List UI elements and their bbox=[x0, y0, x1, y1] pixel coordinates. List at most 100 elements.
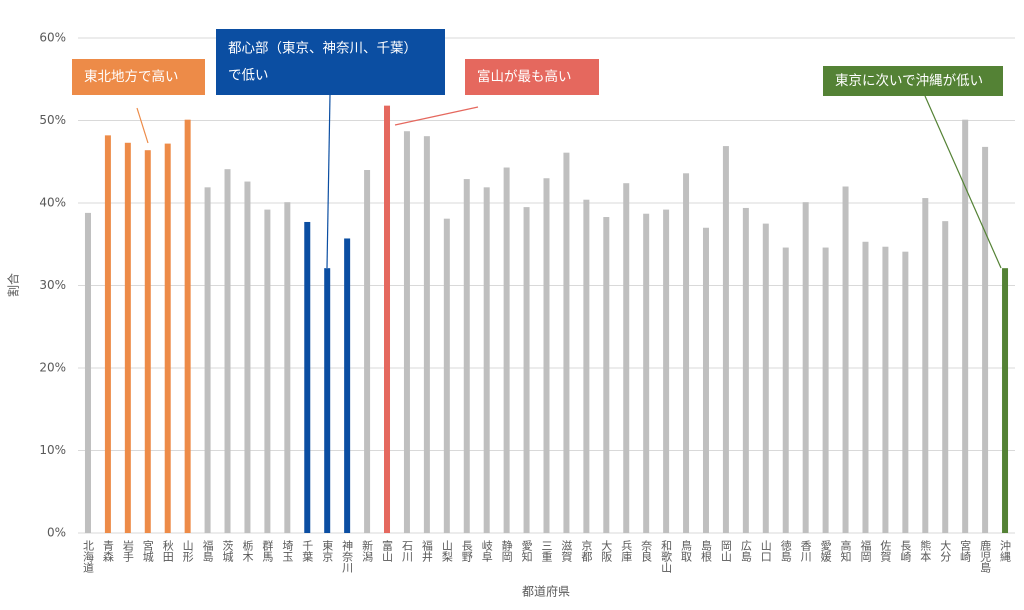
x-tick-label: 宮崎 bbox=[959, 539, 972, 562]
bar bbox=[722, 146, 729, 533]
x-tick-label: 岡山 bbox=[719, 540, 732, 562]
bar bbox=[384, 105, 391, 534]
x-tick-label: 岐阜 bbox=[480, 540, 493, 563]
annotation-leader bbox=[394, 106, 479, 126]
bar bbox=[623, 183, 630, 533]
x-tick-label: 佐賀 bbox=[879, 539, 892, 563]
x-tick-label: 三重 bbox=[540, 540, 553, 562]
x-tick-label: 高知 bbox=[839, 539, 852, 563]
bar bbox=[84, 212, 91, 533]
x-tick-label: 北海道 bbox=[81, 540, 94, 573]
bar bbox=[1002, 268, 1009, 533]
bar bbox=[244, 181, 251, 534]
bar bbox=[822, 247, 829, 534]
annotation-text: 東京に次いで沖縄が低い bbox=[835, 73, 983, 89]
x-tick-label: 広島 bbox=[739, 540, 752, 563]
bar bbox=[284, 202, 291, 534]
bar bbox=[663, 209, 670, 533]
x-tick-label: 沖縄 bbox=[999, 540, 1012, 562]
bar bbox=[124, 142, 131, 533]
bar bbox=[982, 146, 989, 533]
bar bbox=[503, 167, 510, 533]
annotation-leader bbox=[136, 107, 149, 144]
bar bbox=[204, 187, 211, 533]
x-tick-label: 愛知 bbox=[520, 540, 533, 563]
x-tick-label: 静岡 bbox=[500, 539, 513, 563]
bar bbox=[463, 179, 470, 533]
annotation-text: で低い bbox=[228, 68, 269, 84]
x-tick-label: 福井 bbox=[420, 539, 433, 563]
bar bbox=[304, 221, 311, 533]
x-tick-label: 富山 bbox=[381, 539, 394, 562]
bar bbox=[862, 241, 869, 533]
bar bbox=[683, 173, 690, 534]
x-tick-label: 大分 bbox=[939, 539, 952, 562]
annotation-box bbox=[465, 59, 599, 95]
annotation-box bbox=[72, 59, 205, 95]
x-tick-label: 茨城 bbox=[221, 539, 234, 562]
x-tick-label: 兵庫 bbox=[620, 540, 633, 563]
x-tick-label: 熊本 bbox=[919, 539, 932, 563]
x-tick-label: 鹿児島 bbox=[979, 539, 992, 574]
x-tick-label: 埼玉 bbox=[281, 539, 294, 562]
bar bbox=[583, 199, 590, 533]
annotation-text: 都心部（東京、神奈川、千葉） bbox=[228, 41, 417, 57]
bar bbox=[882, 246, 889, 533]
annotation-box bbox=[216, 29, 445, 95]
bar bbox=[842, 186, 849, 533]
bar bbox=[364, 170, 371, 533]
annotation-text: 東北地方で高い bbox=[84, 68, 179, 85]
x-tick-label: 石川 bbox=[400, 540, 413, 562]
y-tick-label: 40% bbox=[39, 196, 66, 210]
bar bbox=[324, 268, 331, 533]
bar bbox=[403, 131, 410, 533]
bar bbox=[264, 209, 271, 533]
annotation-box bbox=[823, 66, 1003, 96]
bar bbox=[762, 223, 769, 533]
y-tick-label: 0% bbox=[47, 526, 66, 540]
bar bbox=[144, 150, 151, 533]
x-tick-label: 和歌山 bbox=[660, 540, 673, 573]
x-tick-label: 鳥取 bbox=[680, 539, 693, 563]
x-tick-label: 神奈川 bbox=[341, 539, 354, 573]
x-tick-label: 徳島 bbox=[779, 540, 792, 563]
bar bbox=[344, 238, 351, 533]
x-tick-label: 山口 bbox=[759, 540, 772, 562]
x-tick-label: 香川 bbox=[799, 540, 812, 562]
y-tick-label: 50% bbox=[39, 113, 66, 127]
bar bbox=[902, 251, 909, 534]
bar bbox=[922, 198, 929, 534]
bar bbox=[643, 213, 650, 533]
bar bbox=[742, 207, 749, 533]
x-tick-label: 愛媛 bbox=[819, 540, 832, 563]
y-tick-label: 20% bbox=[39, 361, 66, 375]
x-tick-label: 栃木 bbox=[241, 539, 254, 563]
x-tick-label: 群馬 bbox=[261, 539, 274, 563]
bar bbox=[164, 143, 171, 533]
y-tick-label: 10% bbox=[39, 443, 66, 457]
x-tick-label: 滋賀 bbox=[560, 540, 573, 563]
x-tick-label: 大阪 bbox=[600, 539, 613, 563]
x-tick-label: 福岡 bbox=[859, 539, 872, 563]
x-tick-label: 新潟 bbox=[361, 539, 374, 563]
bar bbox=[782, 247, 789, 534]
x-tick-label: 秋田 bbox=[161, 539, 174, 562]
x-tick-label: 千葉 bbox=[301, 540, 314, 562]
bar bbox=[523, 207, 530, 533]
annotation-leader bbox=[326, 94, 331, 269]
x-tick-label: 京都 bbox=[580, 539, 593, 562]
y-tick-label: 60% bbox=[39, 31, 66, 45]
y-tick-label: 30% bbox=[39, 278, 66, 292]
bar bbox=[603, 217, 610, 533]
y-axis-label: 割合 bbox=[6, 273, 21, 297]
bar bbox=[563, 152, 570, 534]
bar bbox=[184, 119, 191, 534]
bar bbox=[702, 227, 709, 533]
bar bbox=[104, 135, 111, 533]
bar bbox=[224, 169, 231, 534]
x-tick-label: 福島 bbox=[201, 539, 214, 563]
x-axis-label: 都道府県 bbox=[522, 584, 570, 599]
x-tick-label: 東京 bbox=[321, 540, 334, 563]
x-tick-label: 島根 bbox=[699, 539, 712, 563]
